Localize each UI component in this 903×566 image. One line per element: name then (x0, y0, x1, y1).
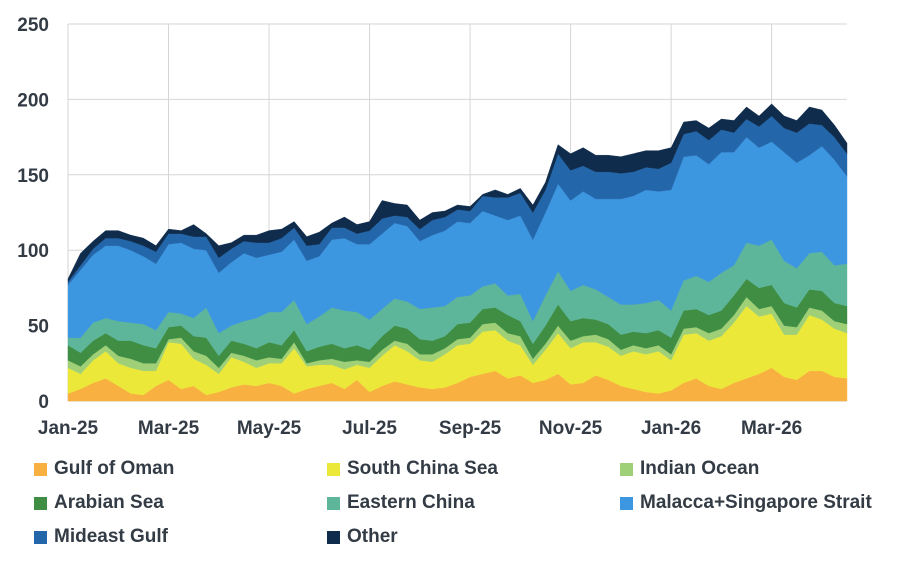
y-tick-label-200: 200 (17, 90, 49, 111)
x-tick-label-1: Mar-25 (138, 418, 200, 439)
x-tick-label-3: Jul-25 (342, 418, 397, 439)
area-series-other (67, 103, 848, 283)
y-tick-label-0: 0 (38, 392, 49, 413)
x-tick-label-5: Nov-25 (539, 418, 603, 439)
x-tick-label-7: Mar-26 (741, 418, 802, 439)
x-tick-label-0: Jan-25 (38, 418, 99, 439)
x-tick-label-6: Jan-26 (641, 418, 701, 439)
x-tick-label-2: May-25 (237, 418, 302, 439)
y-tick-label-50: 50 (28, 317, 49, 338)
y-tick-label-150: 150 (17, 166, 49, 187)
x-tick-label-4: Sep-25 (439, 418, 502, 439)
y-tick-label-100: 100 (17, 241, 49, 262)
y-tick-label-250: 250 (17, 15, 49, 36)
